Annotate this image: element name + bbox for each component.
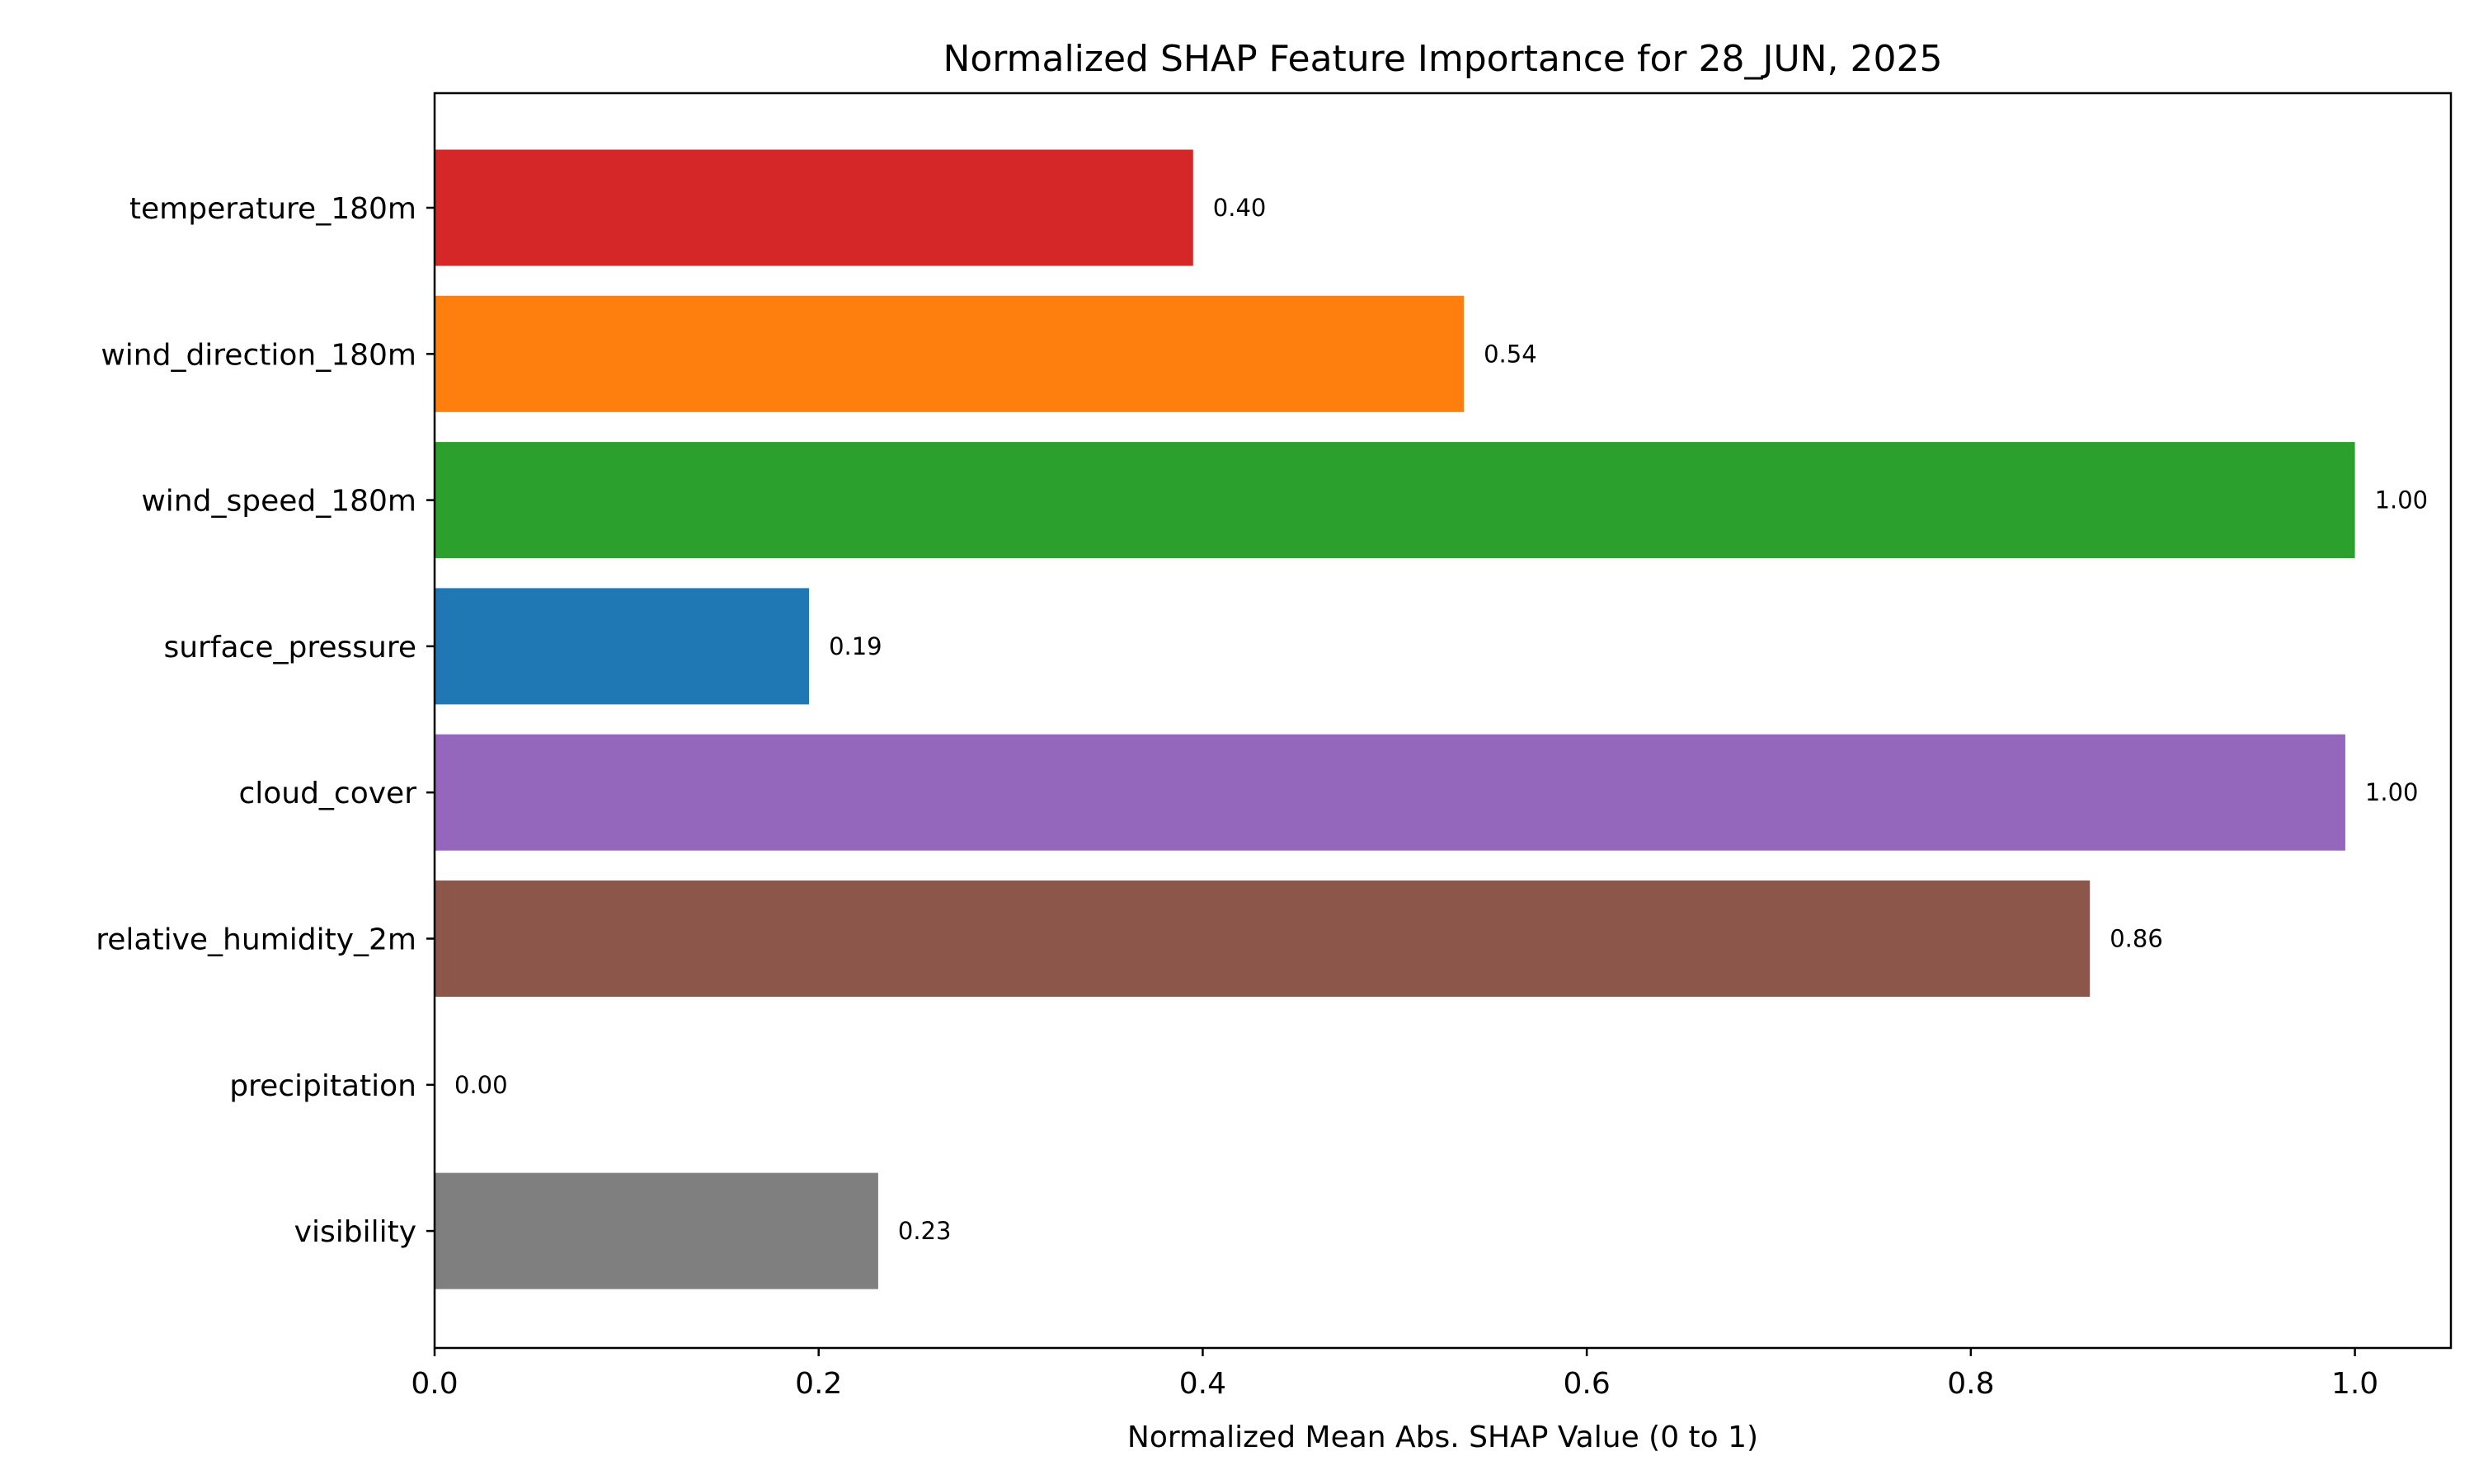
bar-wind-speed-180m [435, 442, 2355, 559]
x-tick-label: 0.0 [411, 1367, 458, 1401]
x-tick-label: 0.8 [1947, 1367, 1994, 1401]
x-axis-label: Normalized Mean Abs. SHAP Value (0 to 1) [1127, 1421, 1758, 1454]
x-tick-label: 0.2 [795, 1367, 842, 1401]
bar-temperature-180m [435, 149, 1193, 266]
bar-value-label: 1.00 [2365, 778, 2419, 806]
y-tick-label: wind_speed_180m [141, 485, 416, 519]
y-tick-label: cloud_cover [238, 777, 416, 810]
bar-visibility [435, 1172, 878, 1289]
bar-value-label: 0.86 [2109, 925, 2163, 953]
y-tick-label: temperature_180m [129, 192, 416, 226]
x-axis-ticks: 0.0 0.2 0.4 0.6 0.8 1.0 [411, 1348, 2378, 1401]
bar-relative-humidity-2m [435, 881, 2091, 997]
y-tick-label: relative_humidity_2m [96, 923, 416, 957]
bar-value-label: 0.19 [829, 632, 882, 660]
y-tick-label: precipitation [229, 1069, 416, 1103]
y-tick-label: visibility [294, 1215, 416, 1249]
bar-value-label: 0.54 [1484, 340, 1537, 368]
x-tick-label: 0.6 [1564, 1367, 1611, 1401]
bar-value-label: 0.00 [454, 1071, 508, 1099]
bars-layer: 0.40 0.54 1.00 0.19 1.00 0.86 0.00 0.23 [435, 149, 2429, 1289]
x-tick-label: 0.4 [1179, 1367, 1226, 1401]
plot-frame [433, 92, 2453, 1350]
bar-value-label: 0.40 [1213, 194, 1267, 222]
bar-cloud-cover [435, 734, 2345, 851]
x-tick-label: 1.0 [2331, 1367, 2378, 1401]
bar-surface-pressure [435, 588, 810, 705]
y-axis-ticks: temperature_180m wind_direction_180m wind_… [96, 192, 435, 1249]
y-tick-label: surface_pressure [163, 631, 416, 665]
y-tick-label: wind_direction_180m [101, 338, 416, 372]
bar-value-label: 1.00 [2375, 486, 2429, 514]
bar-wind-direction-180m [435, 295, 1465, 412]
chart-title: Normalized SHAP Feature Importance for 2… [943, 38, 1942, 80]
bar-value-label: 0.23 [898, 1217, 952, 1245]
